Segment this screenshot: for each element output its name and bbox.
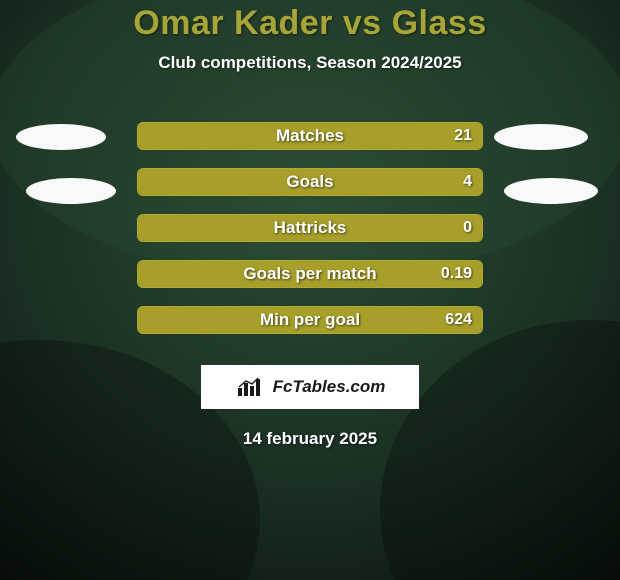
stat-row: Goals4 — [0, 159, 620, 205]
stat-label: Min per goal — [138, 307, 482, 333]
stat-bar: Goals4 — [137, 168, 483, 196]
page-title: Omar Kader vs Glass — [0, 4, 620, 43]
stat-value: 624 — [445, 307, 472, 333]
stats-container: Matches21 Goals4 Hattricks0 Goals per match… — [0, 113, 620, 343]
stat-row: Goals per match0.19 — [0, 251, 620, 297]
stat-bar: Hattricks0 — [137, 214, 483, 242]
bar-chart-icon — [235, 376, 267, 398]
subtitle: Club competitions, Season 2024/2025 — [0, 53, 620, 73]
stat-bar: Goals per match0.19 — [137, 260, 483, 288]
stat-label: Goals — [138, 169, 482, 195]
stat-bar: Min per goal624 — [137, 306, 483, 334]
stat-label: Matches — [138, 123, 482, 149]
stat-row: Hattricks0 — [0, 205, 620, 251]
stat-value: 0.19 — [441, 261, 472, 287]
stat-row: Min per goal624 — [0, 297, 620, 343]
fctables-logo[interactable]: FcTables.com — [201, 365, 419, 409]
stat-value: 21 — [454, 123, 472, 149]
stat-value: 0 — [463, 215, 472, 241]
stat-row: Matches21 — [0, 113, 620, 159]
date-text: 14 february 2025 — [0, 429, 620, 449]
logo-text: FcTables.com — [273, 377, 386, 397]
stat-label: Hattricks — [138, 215, 482, 241]
stat-label: Goals per match — [138, 261, 482, 287]
stat-bar: Matches21 — [137, 122, 483, 150]
stat-value: 4 — [463, 169, 472, 195]
